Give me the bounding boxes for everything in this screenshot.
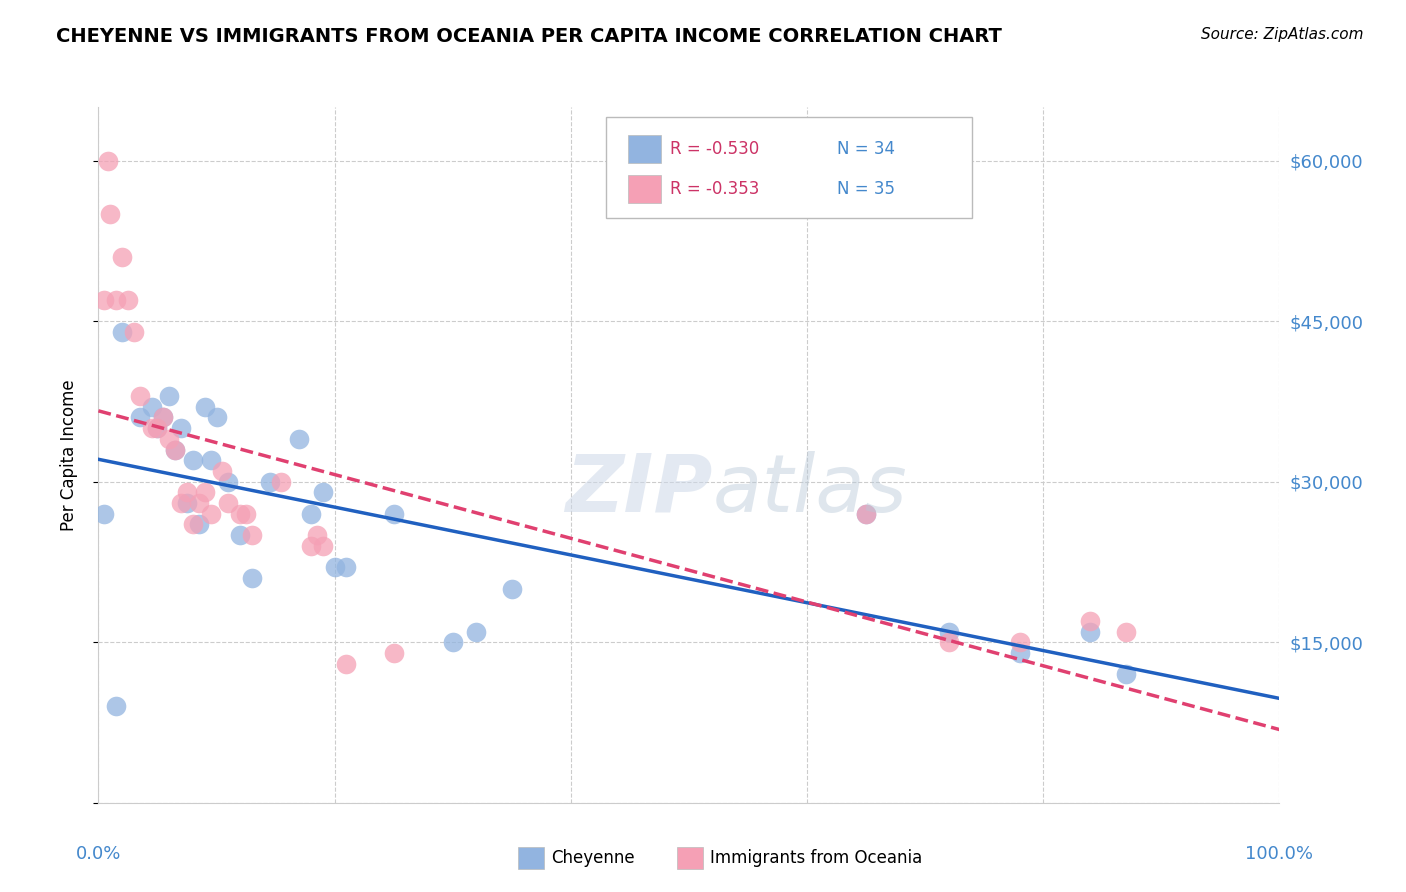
Point: [305, 528, 328, 542]
Point: [229, 507, 252, 521]
Point: [128, 389, 150, 403]
Point: [111, 325, 134, 339]
Bar: [627, 135, 661, 162]
Point: [146, 421, 169, 435]
Point: [194, 400, 217, 414]
Bar: [678, 847, 703, 869]
Point: [1115, 624, 1137, 639]
Point: [1080, 624, 1102, 639]
Point: [93, 507, 115, 521]
Point: [200, 507, 222, 521]
Text: CHEYENNE VS IMMIGRANTS FROM OCEANIA PER CAPITA INCOME CORRELATION CHART: CHEYENNE VS IMMIGRANTS FROM OCEANIA PER …: [56, 27, 1002, 45]
Point: [181, 453, 204, 467]
Point: [855, 507, 877, 521]
Point: [299, 539, 322, 553]
Point: [270, 475, 292, 489]
Point: [382, 646, 405, 660]
Point: [105, 699, 128, 714]
Point: [323, 560, 346, 574]
Point: [93, 293, 115, 307]
Point: [441, 635, 464, 649]
Point: [217, 475, 239, 489]
Y-axis label: Per Capita Income: Per Capita Income: [59, 379, 77, 531]
Point: [229, 528, 252, 542]
Point: [176, 496, 198, 510]
Point: [211, 464, 233, 478]
Point: [1080, 614, 1102, 628]
Point: [299, 507, 322, 521]
Text: R = -0.353: R = -0.353: [671, 180, 759, 198]
Point: [217, 496, 239, 510]
Point: [165, 442, 187, 457]
Point: [105, 293, 128, 307]
Text: ZIP: ZIP: [565, 450, 713, 529]
Point: [165, 442, 187, 457]
Point: [181, 517, 204, 532]
Point: [141, 421, 163, 435]
Point: [938, 635, 960, 649]
Point: [157, 389, 180, 403]
Point: [98, 207, 121, 221]
Text: Cheyenne: Cheyenne: [551, 849, 634, 867]
Point: [194, 485, 217, 500]
Point: [288, 432, 311, 446]
Point: [187, 496, 209, 510]
Point: [240, 571, 263, 585]
Point: [240, 528, 263, 542]
Point: [1115, 667, 1137, 681]
Text: N = 35: N = 35: [837, 180, 894, 198]
Point: [117, 293, 139, 307]
Point: [187, 517, 209, 532]
FancyBboxPatch shape: [606, 118, 973, 219]
Point: [97, 153, 120, 168]
Text: N = 34: N = 34: [837, 140, 894, 158]
Point: [312, 539, 335, 553]
Point: [141, 400, 163, 414]
Point: [465, 624, 488, 639]
Point: [111, 250, 134, 264]
Point: [152, 410, 174, 425]
Point: [122, 325, 145, 339]
Point: [200, 453, 222, 467]
Point: [938, 624, 960, 639]
Text: Immigrants from Oceania: Immigrants from Oceania: [710, 849, 922, 867]
Point: [1008, 635, 1031, 649]
Point: [855, 507, 877, 521]
Point: [335, 560, 357, 574]
Point: [382, 507, 405, 521]
Point: [235, 507, 257, 521]
Point: [152, 410, 174, 425]
Point: [335, 657, 357, 671]
Point: [170, 421, 193, 435]
Text: 0.0%: 0.0%: [76, 845, 121, 863]
Text: 100.0%: 100.0%: [1246, 845, 1313, 863]
Text: atlas: atlas: [713, 450, 907, 529]
Text: Source: ZipAtlas.com: Source: ZipAtlas.com: [1201, 27, 1364, 42]
Point: [205, 410, 228, 425]
Point: [176, 485, 198, 500]
Point: [170, 496, 193, 510]
Bar: [517, 847, 544, 869]
Text: R = -0.530: R = -0.530: [671, 140, 759, 158]
Bar: [627, 175, 661, 203]
Point: [128, 410, 150, 425]
Point: [1008, 646, 1031, 660]
Point: [259, 475, 281, 489]
Point: [501, 582, 523, 596]
Point: [157, 432, 180, 446]
Point: [312, 485, 335, 500]
Point: [146, 421, 169, 435]
